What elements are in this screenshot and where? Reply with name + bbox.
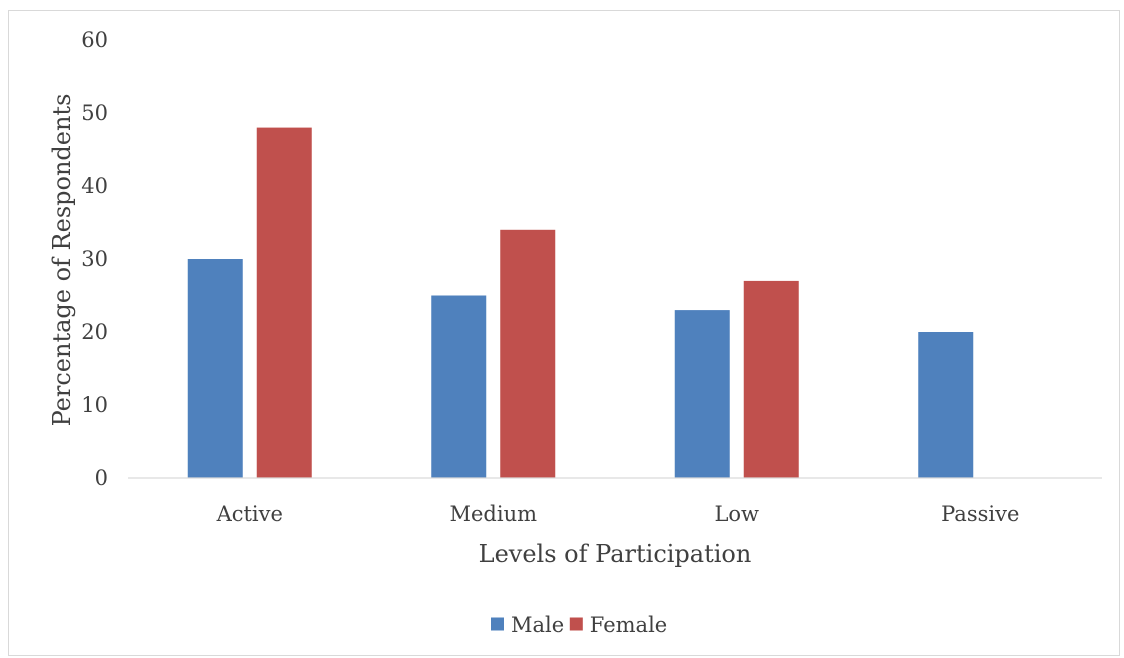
bar-female-low	[743, 280, 799, 478]
bars	[187, 127, 974, 478]
bar-male-medium	[431, 295, 487, 478]
y-axis-title: Percentage of Respondents	[48, 94, 76, 427]
x-axis-ticks: Active Medium Low Passive	[216, 502, 1020, 526]
legend-label-male: Male	[511, 613, 564, 637]
bar-male-passive	[918, 332, 974, 478]
bar-male-active	[187, 259, 243, 478]
y-tick-label: 30	[81, 247, 108, 271]
x-axis-title: Levels of Participation	[479, 540, 752, 568]
legend-label-female: Female	[590, 613, 667, 637]
y-tick-label: 40	[81, 174, 108, 198]
y-tick-label: 10	[81, 393, 108, 417]
y-tick-label: 20	[81, 320, 108, 344]
y-tick-label: 50	[81, 101, 108, 125]
legend-swatch-male	[491, 617, 504, 631]
y-axis-ticks: 0 10 20 30 40 50 60	[81, 28, 108, 490]
x-tick-label: Passive	[941, 502, 1019, 526]
x-tick-label: Low	[714, 502, 759, 526]
bar-female-medium	[500, 229, 556, 478]
y-tick-label: 60	[81, 28, 108, 52]
legend: Male Female	[491, 613, 667, 637]
y-tick-label: 0	[95, 466, 108, 490]
x-tick-label: Active	[216, 502, 283, 526]
x-tick-label: Medium	[449, 502, 537, 526]
bar-female-active	[256, 127, 312, 478]
legend-swatch-female	[569, 617, 583, 631]
bar-male-low	[674, 310, 730, 478]
